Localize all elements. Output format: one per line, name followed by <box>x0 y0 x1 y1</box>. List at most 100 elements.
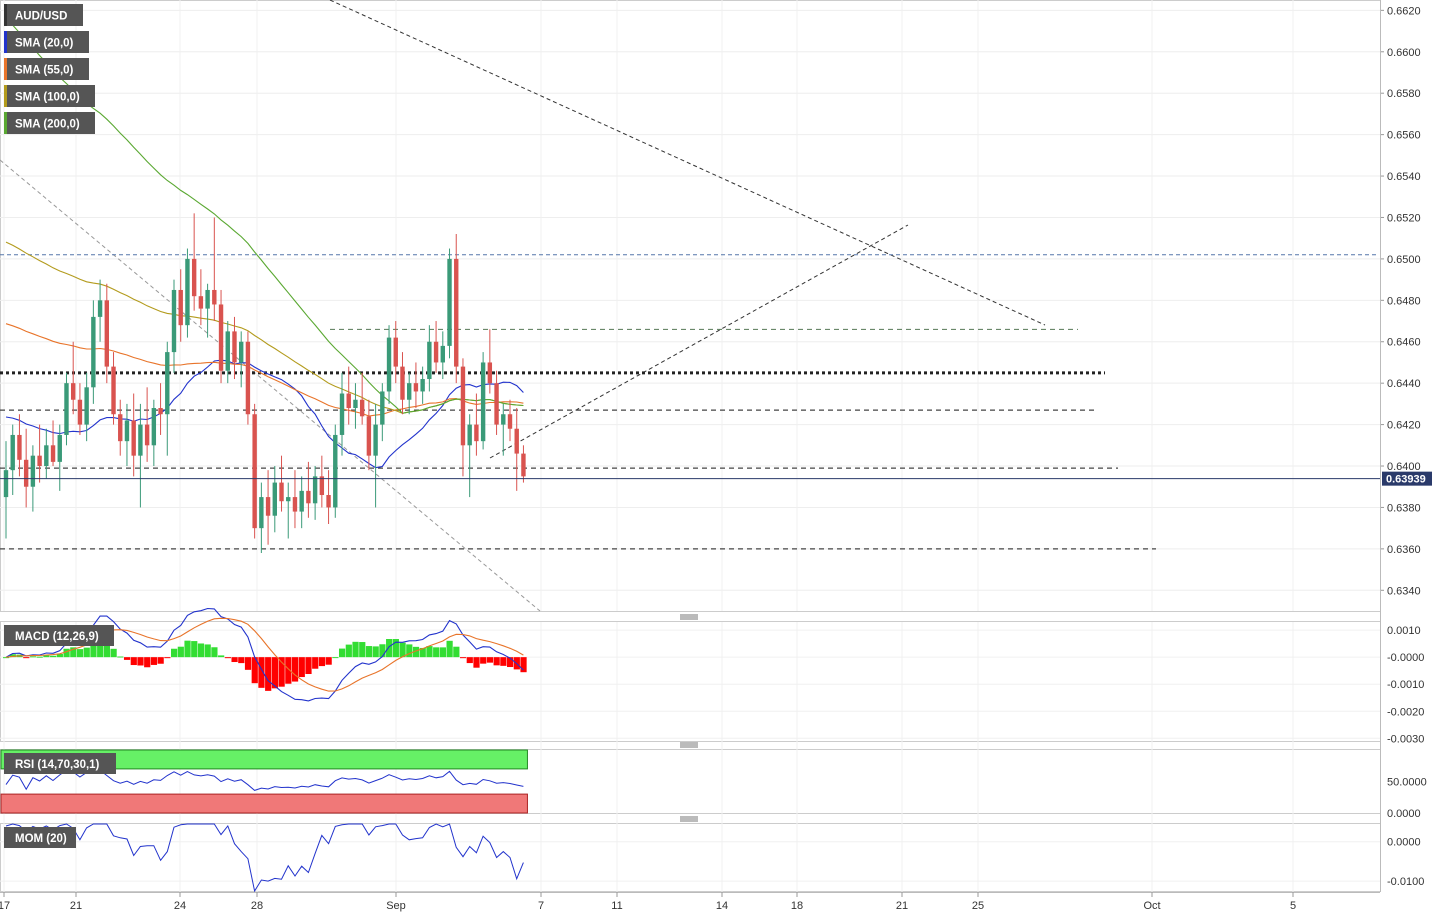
candle <box>151 399 157 467</box>
candle <box>77 383 83 435</box>
price-tick-label: 0.6440 <box>1387 378 1421 390</box>
svg-text:MACD (12,26,9): MACD (12,26,9) <box>15 631 99 643</box>
trend-lines <box>0 0 1046 612</box>
svg-text:SMA (100,0): SMA (100,0) <box>15 92 80 104</box>
svg-text:AUD/USD: AUD/USD <box>15 11 67 23</box>
candle-body <box>178 289 183 326</box>
candle-body <box>245 341 251 415</box>
candle-body <box>386 337 392 392</box>
macd-histogram-bar <box>291 657 299 682</box>
candle <box>37 424 42 483</box>
candle-body <box>346 393 351 409</box>
momentum-indicator: 0.0000 -0.0100 <box>0 823 1424 893</box>
svg-text:SMA (55,0): SMA (55,0) <box>15 65 74 77</box>
candle <box>306 461 311 518</box>
candle <box>380 383 385 442</box>
legend-rsi[interactable]: RSI (14,70,30,1) <box>4 753 116 774</box>
macd-tick-label: -0.0000 <box>1387 652 1424 664</box>
legend-sma-20[interactable]: SMA (20,0) <box>4 31 89 53</box>
macd-histogram-bar <box>50 655 57 658</box>
candle <box>131 393 136 477</box>
candle-body <box>232 331 237 363</box>
candle <box>158 383 163 435</box>
macd-histogram-bar <box>339 648 346 658</box>
candle <box>225 321 230 384</box>
candle-body <box>10 434 15 471</box>
mom-tick-label: -0.0100 <box>1387 876 1424 888</box>
candle-body <box>487 362 493 384</box>
candle-body <box>185 258 190 326</box>
candle <box>339 372 345 456</box>
candle-body <box>259 497 264 529</box>
candle-body <box>380 391 385 425</box>
candle-body <box>420 379 425 392</box>
macd-histogram-bar <box>231 657 238 663</box>
macd-histogram-bar <box>520 657 527 673</box>
macd-histogram-bar <box>36 656 43 658</box>
macd-histogram-bar <box>110 648 117 658</box>
time-tick-label: 7 <box>538 900 544 912</box>
macd-histogram-bar <box>43 655 50 658</box>
mom-tick-label: 0.0000 <box>1387 837 1421 849</box>
legend-symbol[interactable]: AUD/USD <box>4 4 83 26</box>
candle <box>239 331 244 388</box>
time-tick-label: 21 <box>70 900 82 912</box>
macd-histogram-bar <box>406 644 413 658</box>
panel-resize-handles[interactable] <box>680 614 698 822</box>
candle-body <box>407 383 412 400</box>
candle-body <box>124 420 130 442</box>
legend-sma-200[interactable]: SMA (200,0) <box>4 112 95 134</box>
candle-body <box>71 383 76 400</box>
candle <box>299 476 304 529</box>
candle <box>198 269 204 326</box>
candle <box>212 217 217 322</box>
macd-histogram-bar <box>251 657 258 684</box>
price-tick-label: 0.6340 <box>1387 585 1421 597</box>
legend-sma-55[interactable]: SMA (55,0) <box>4 58 89 80</box>
svg-text:MOM (20): MOM (20) <box>15 833 67 845</box>
price-tick-label: 0.6500 <box>1387 254 1421 266</box>
candle <box>272 466 277 533</box>
price-tick-label: 0.6620 <box>1387 5 1421 17</box>
candle <box>71 341 76 415</box>
candle-body <box>326 495 331 508</box>
candle <box>124 403 130 467</box>
candle-body <box>218 304 224 371</box>
rsi-tick-label: 50.0000 <box>1387 777 1427 789</box>
candle-body <box>480 362 486 442</box>
candle-body <box>151 408 157 446</box>
candle-body <box>286 497 291 502</box>
candle-body <box>501 414 506 425</box>
macd-tick-label: -0.0010 <box>1387 679 1424 691</box>
price-panel <box>0 0 1381 612</box>
legend-macd[interactable]: MACD (12,26,9) <box>4 625 114 646</box>
macd-histogram-bar <box>507 657 514 668</box>
macd-histogram-bar <box>184 640 191 658</box>
candle-body <box>373 424 378 456</box>
candle <box>514 408 519 491</box>
candle-body <box>366 416 372 456</box>
downtrend-channel-line <box>0 159 541 612</box>
candle <box>245 331 251 425</box>
time-tick-label: 24 <box>174 900 186 912</box>
candle-body <box>339 393 345 435</box>
macd-histogram-bar <box>271 657 278 689</box>
candle-body <box>171 289 177 353</box>
candle <box>218 289 224 384</box>
candle-body <box>77 399 83 425</box>
legend-mom[interactable]: MOM (20) <box>4 827 76 848</box>
legend-sma-100[interactable]: SMA (100,0) <box>4 85 95 107</box>
macd-histogram-bar <box>365 646 373 658</box>
candle <box>50 420 56 467</box>
candle <box>501 403 506 456</box>
candle-body <box>413 383 419 392</box>
candle <box>17 414 22 477</box>
sma-line <box>5 17 524 414</box>
macd-histogram-bar <box>312 657 319 669</box>
macd-histogram-bar <box>150 657 158 665</box>
macd-histogram-bar <box>345 644 352 658</box>
candle <box>10 424 15 496</box>
candle <box>454 234 459 384</box>
candle <box>521 445 526 483</box>
candle-body <box>50 445 56 462</box>
